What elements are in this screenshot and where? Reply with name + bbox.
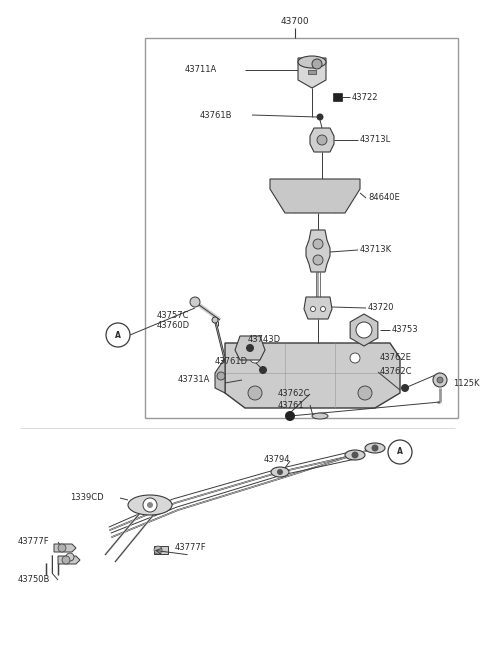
Ellipse shape: [128, 495, 172, 515]
Circle shape: [401, 384, 409, 392]
Circle shape: [358, 386, 372, 400]
Circle shape: [316, 113, 324, 121]
Circle shape: [250, 353, 260, 363]
Circle shape: [143, 498, 157, 512]
Text: 84640E: 84640E: [368, 193, 400, 202]
Circle shape: [248, 386, 262, 400]
Bar: [145, 38, 458, 418]
Polygon shape: [270, 179, 360, 213]
Polygon shape: [298, 58, 326, 88]
Text: 43743D: 43743D: [248, 335, 281, 345]
Circle shape: [285, 411, 295, 421]
Circle shape: [154, 546, 162, 554]
Circle shape: [311, 307, 315, 312]
Circle shape: [356, 322, 372, 338]
Polygon shape: [350, 314, 378, 346]
Circle shape: [277, 469, 283, 475]
Text: 43720: 43720: [368, 303, 395, 312]
Circle shape: [388, 440, 412, 464]
Circle shape: [312, 59, 322, 69]
Text: 1125KG: 1125KG: [453, 379, 480, 388]
Circle shape: [313, 239, 323, 249]
Circle shape: [372, 445, 379, 451]
Text: A: A: [115, 331, 121, 339]
Text: 43750B: 43750B: [18, 576, 50, 584]
Text: 43760D: 43760D: [157, 320, 190, 329]
Text: 43713K: 43713K: [360, 246, 392, 255]
Text: 43762E: 43762E: [380, 354, 412, 362]
Ellipse shape: [212, 317, 218, 323]
Circle shape: [351, 451, 359, 458]
Polygon shape: [215, 317, 225, 363]
Circle shape: [62, 556, 70, 564]
Text: 43711A: 43711A: [185, 66, 217, 75]
Ellipse shape: [312, 413, 328, 419]
Polygon shape: [58, 556, 80, 564]
Text: 43722: 43722: [352, 92, 379, 102]
Polygon shape: [306, 230, 330, 272]
Circle shape: [259, 366, 267, 374]
Text: 43761B: 43761B: [200, 111, 232, 119]
Circle shape: [58, 544, 66, 552]
Text: 43777F: 43777F: [18, 538, 49, 546]
Text: 43794: 43794: [264, 455, 290, 464]
Ellipse shape: [298, 56, 326, 68]
Circle shape: [106, 323, 130, 347]
Text: 43713L: 43713L: [360, 136, 391, 145]
Polygon shape: [235, 336, 265, 360]
Ellipse shape: [365, 443, 385, 453]
Circle shape: [433, 373, 447, 387]
Ellipse shape: [271, 467, 289, 477]
Text: 1339CD: 1339CD: [70, 493, 104, 502]
Bar: [308, 70, 316, 74]
Polygon shape: [225, 343, 400, 408]
Text: 43753: 43753: [392, 326, 419, 335]
Circle shape: [147, 502, 153, 508]
Bar: [333, 93, 342, 101]
Circle shape: [217, 372, 225, 380]
Polygon shape: [304, 297, 332, 319]
Circle shape: [321, 307, 325, 312]
Text: 43762C: 43762C: [380, 367, 412, 377]
Text: 43731A: 43731A: [178, 375, 210, 384]
Circle shape: [313, 255, 323, 265]
Polygon shape: [54, 544, 76, 552]
Polygon shape: [154, 546, 168, 554]
Circle shape: [350, 353, 360, 363]
Circle shape: [437, 377, 443, 383]
Circle shape: [317, 135, 327, 145]
Circle shape: [66, 553, 74, 561]
Text: 43757C: 43757C: [157, 310, 190, 320]
Text: 43777F: 43777F: [175, 544, 206, 553]
Circle shape: [246, 344, 254, 352]
Polygon shape: [310, 128, 334, 152]
Polygon shape: [215, 358, 225, 393]
Text: 43761D: 43761D: [215, 358, 248, 367]
Text: 43700: 43700: [281, 18, 309, 26]
Ellipse shape: [345, 450, 365, 460]
Circle shape: [190, 297, 200, 307]
Text: 43762C: 43762C: [278, 390, 311, 398]
Text: 43761: 43761: [278, 400, 305, 409]
Text: A: A: [397, 447, 403, 457]
